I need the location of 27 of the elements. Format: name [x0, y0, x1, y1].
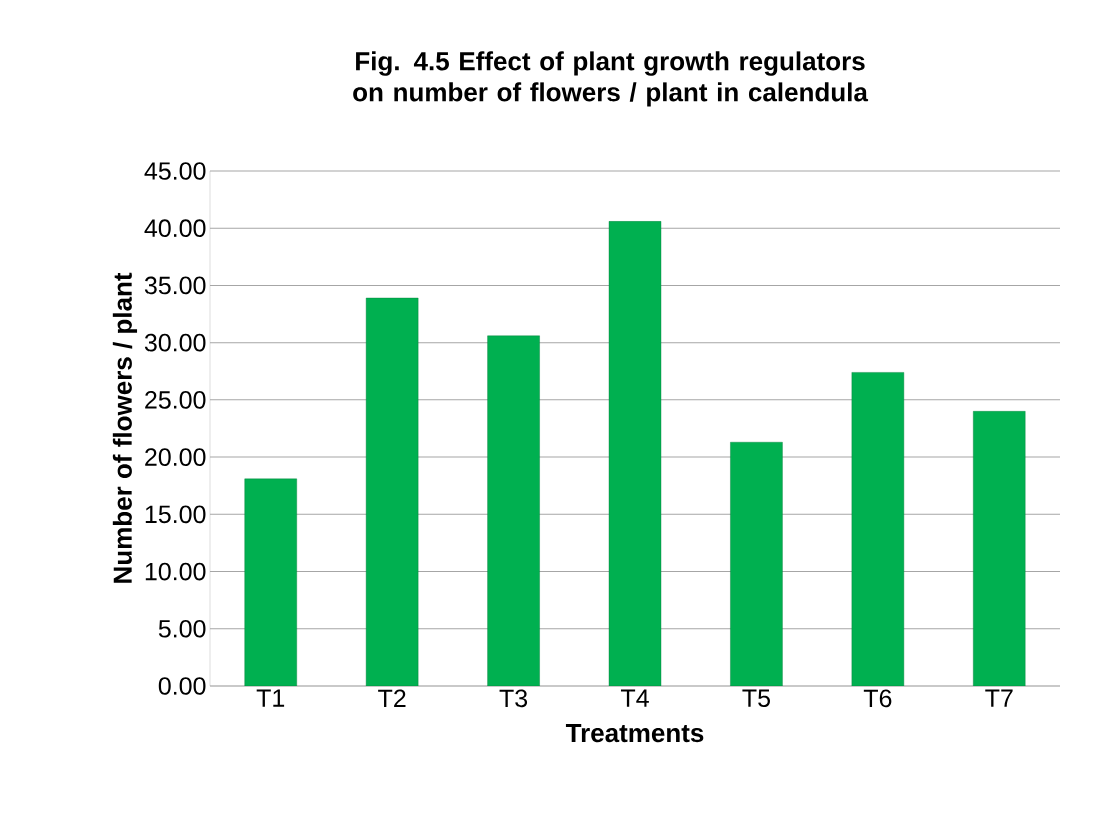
- x-tick-label: T5: [742, 689, 770, 707]
- y-tick-label: 15.00: [145, 505, 206, 524]
- bar: [608, 221, 662, 686]
- x-axis-title: Treatments: [565, 724, 704, 743]
- y-tick-label: 10.00: [145, 562, 206, 581]
- x-tick-label: T6: [863, 689, 892, 708]
- y-tick-label: 20.00: [145, 448, 206, 466]
- x-tick-label: T1: [256, 689, 285, 707]
- y-tick-label: 30.00: [144, 333, 206, 352]
- chart-title: Fig. 4.5 Effect of plant growth regulators on number of flowers / plant in calendula: [353, 51, 869, 107]
- bar: [851, 372, 905, 686]
- x-tick-label: T3: [499, 689, 528, 708]
- y-axis-title: Number of flowers / plant: [112, 272, 138, 583]
- x-tick-label: T2: [378, 689, 406, 707]
- y-tick-label: 45.00: [144, 162, 206, 180]
- y-tick-label: 0.00: [158, 677, 206, 695]
- x-tick-label: T4: [620, 689, 649, 707]
- bar: [365, 297, 419, 686]
- y-tick-label: 35.00: [144, 276, 206, 295]
- y-tick-label: 5.00: [158, 619, 206, 638]
- y-tick-label: 25.00: [145, 391, 206, 409]
- bar: [730, 442, 783, 686]
- bar: [973, 411, 1026, 686]
- bar: [487, 335, 540, 686]
- bar: [244, 478, 297, 686]
- x-tick-label: T7: [985, 689, 1013, 707]
- y-tick-label: 40.00: [144, 219, 206, 238]
